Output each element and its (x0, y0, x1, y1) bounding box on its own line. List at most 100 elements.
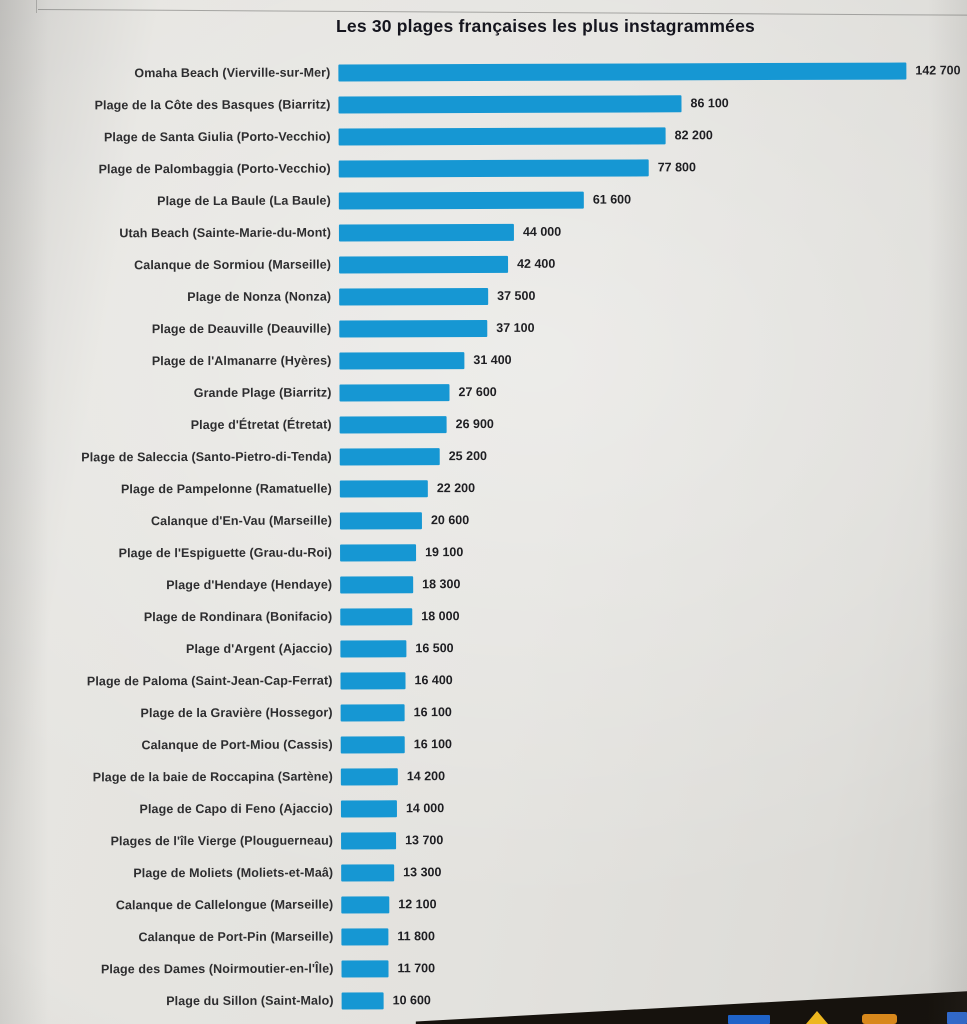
chart-row: Plage de Rondinara (Bonifacio) 18 000 (0, 598, 967, 633)
value-label: 44 000 (522, 224, 562, 239)
bar-zone: 14 000 (340, 799, 445, 817)
bar (338, 191, 584, 210)
bar (340, 575, 414, 594)
category-label: Plage de Moliets (Moliets-et-Maâ) (133, 865, 334, 881)
orange-rect-app-icon[interactable] (862, 1014, 897, 1024)
bar-zone: 26 900 (339, 415, 494, 434)
blue-square-app-icon[interactable] (947, 1012, 967, 1024)
category-label: Calanque de Sormiou (Marseille) (134, 257, 332, 273)
category-label: Plage de Pampelonne (Ramatuelle) (120, 481, 332, 497)
bar-zone: 31 400 (339, 351, 512, 370)
bar (339, 383, 450, 402)
chart-title: Les 30 plages françaises les plus instag… (336, 16, 755, 36)
bar-zone: 42 400 (339, 255, 555, 274)
chart-row: Plage de Paloma (Saint-Jean-Cap-Ferrat) … (0, 662, 967, 697)
category-label: Calanque de Port-Pin (Marseille) (138, 929, 334, 945)
value-label: 142 700 (915, 63, 961, 78)
bar-zone: 25 200 (339, 447, 487, 466)
bar-zone: 13 700 (341, 831, 444, 849)
chart-row: Plage de Nonza (Nonza) 37 500 (0, 278, 966, 313)
bar (340, 735, 405, 753)
chart-row: Calanque d'En-Vau (Marseille) 20 600 (0, 502, 967, 537)
value-label: 14 000 (405, 801, 445, 816)
category-label: Utah Beach (Sainte-Marie-du-Mont) (119, 225, 331, 241)
bar-zone: 20 600 (339, 511, 470, 530)
bar-zone: 11 700 (341, 959, 436, 977)
bar-zone: 16 400 (340, 671, 453, 689)
chart-row: Omaha Beach (Vierville-sur-Mer) 142 700 (0, 54, 965, 89)
bar (338, 223, 514, 242)
value-label: 25 200 (448, 448, 487, 464)
bar (340, 703, 405, 721)
bar (339, 511, 422, 530)
category-label: Plage de l'Espiguette (Grau-du-Roi) (118, 545, 333, 561)
bar (338, 94, 682, 114)
bar (340, 671, 406, 689)
value-label: 20 600 (430, 513, 470, 528)
category-label: Plage de Santa Giulia (Porto-Vecchio) (103, 129, 331, 145)
category-label: Plage de Rondinara (Bonifacio) (143, 609, 333, 625)
value-label: 37 500 (497, 288, 536, 303)
chart-row: Plage de l'Almanarre (Hyères) 31 400 (0, 342, 966, 377)
value-label: 11 700 (397, 961, 436, 976)
category-label: Plage de La Baule (La Baule) (157, 193, 331, 209)
category-label: Plage de l'Almanarre (Hyères) (151, 353, 332, 369)
bar-zone: 82 200 (338, 126, 713, 146)
bar (341, 927, 389, 945)
chart-row: Plage de Moliets (Moliets-et-Maâ) 13 300 (1, 854, 967, 889)
chart-row: Plage de la baie de Roccapina (Sartène) … (1, 758, 967, 793)
bar (339, 287, 489, 306)
chart-row: Calanque de Port-Pin (Marseille) 11 800 (1, 918, 967, 953)
bar (339, 447, 440, 466)
bar-zone: 142 700 (338, 62, 961, 82)
value-label: 14 200 (406, 769, 446, 784)
category-label: Plage de Deauville (Deauville) (151, 321, 332, 337)
chart-row: Plage de l'Espiguette (Grau-du-Roi) 19 1… (0, 534, 967, 569)
value-label: 13 700 (405, 833, 444, 848)
value-label: 16 100 (413, 737, 452, 752)
chart-row: Plage de Pampelonne (Ramatuelle) 22 200 (0, 470, 967, 505)
chart-row: Plage d'Étretat (Étretat) 26 900 (0, 406, 967, 441)
bar-zone: 37 500 (339, 287, 536, 306)
blue-rect-app-icon[interactable] (728, 1015, 770, 1024)
bar-zone: 77 800 (338, 158, 696, 178)
chart-row: Calanque de Callelongue (Marseille) 12 1… (1, 886, 967, 921)
yellow-triangle-app-icon[interactable] (806, 1011, 828, 1024)
category-label: Plage de Palombaggia (Porto-Vecchio) (98, 161, 331, 177)
value-label: 10 600 (392, 993, 431, 1008)
bar-zone: 44 000 (338, 223, 562, 242)
value-label: 77 800 (657, 160, 696, 175)
bar (341, 991, 384, 1009)
bar-zone: 10 600 (341, 991, 431, 1009)
value-label: 86 100 (690, 96, 729, 111)
category-label: Calanque de Callelongue (Marseille) (115, 897, 334, 913)
bar (340, 767, 398, 785)
chart-row: Plage de Deauville (Deauville) 37 100 (0, 310, 966, 345)
value-label: 61 600 (592, 192, 632, 207)
value-label: 22 200 (436, 481, 476, 496)
value-label: 16 500 (415, 641, 454, 656)
value-label: 31 400 (473, 352, 512, 368)
value-label: 16 100 (413, 705, 452, 720)
bar (339, 319, 488, 338)
category-label: Plage des Dames (Noirmoutier-en-l'Île) (100, 961, 334, 977)
value-label: 19 100 (425, 545, 464, 560)
category-label: Plage de Nonza (Nonza) (187, 289, 332, 305)
chart-row: Plage d'Argent (Ajaccio) 16 500 (0, 630, 967, 665)
bar-zone: 18 300 (340, 575, 461, 594)
bar-zone: 61 600 (338, 191, 632, 210)
category-label: Plage de la baie de Roccapina (Sartène) (92, 769, 333, 785)
bar (341, 831, 397, 849)
bar (339, 255, 509, 274)
category-label: Plage de Saleccia (Santo-Pietro-di-Tenda… (81, 449, 332, 465)
value-label: 82 200 (674, 128, 713, 143)
chart-row: Plages de l'île Vierge (Plouguerneau) 13… (1, 822, 967, 857)
bar-zone: 16 100 (340, 703, 452, 721)
value-label: 18 300 (422, 577, 461, 592)
bar-chart: Omaha Beach (Vierville-sur-Mer) 142 700 … (0, 54, 967, 1017)
value-label: 13 300 (403, 865, 442, 880)
bar-zone: 16 100 (340, 735, 452, 753)
category-label: Calanque d'En-Vau (Marseille) (150, 513, 332, 529)
category-label: Omaha Beach (Vierville-sur-Mer) (134, 65, 331, 81)
